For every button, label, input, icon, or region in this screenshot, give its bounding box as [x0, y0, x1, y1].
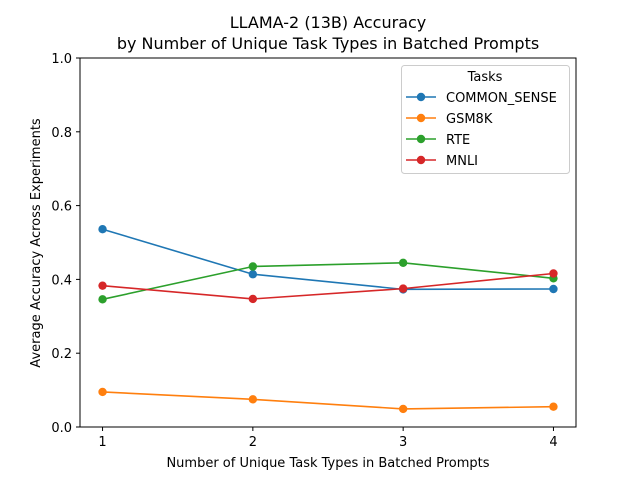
legend-entries: COMMON_SENSE GSM8K RTE MNLI [406, 91, 557, 169]
y-axis-ticks: 0.0 0.2 0.4 0.6 0.8 1.0 [51, 52, 80, 436]
data-point-rte [398, 258, 408, 267]
series-common-sense [98, 225, 558, 294]
data-point-gsm8k [549, 402, 558, 411]
legend-label: MNLI [446, 154, 478, 169]
legend: Tasks COMMON_SENSE GSM8K RTE MNLI [401, 65, 570, 174]
legend-entry-rte: RTE [406, 133, 470, 148]
series-line-mnli [102, 272, 554, 300]
series-layer [98, 225, 558, 414]
y-tick-label: 1.0 [51, 52, 72, 67]
legend-swatch-marker [416, 134, 426, 144]
data-point-mnli [248, 294, 258, 304]
x-tick-label: 3 [399, 435, 407, 450]
legend-entry-common-sense: COMMON_SENSE [406, 91, 557, 106]
x-axis-label: Number of Unique Task Types in Batched P… [166, 456, 489, 471]
y-tick-label: 0.6 [51, 200, 72, 215]
x-tick-label: 1 [98, 435, 106, 450]
chart-title: LLAMA-2 (13B) Accuracy [230, 13, 427, 32]
series-mnli [98, 269, 558, 304]
legend-label: RTE [446, 133, 470, 148]
data-point-rte [98, 295, 107, 304]
y-axis-label: Average Accuracy Across Experiments [29, 118, 44, 368]
data-point-gsm8k [98, 387, 107, 397]
chart-subtitle: by Number of Unique Task Types in Batche… [117, 34, 539, 53]
x-axis-ticks: 1 2 3 4 [98, 427, 558, 450]
series-rte [98, 258, 558, 304]
series-gsm8k [98, 387, 558, 414]
legend-entry-mnli: MNLI [406, 154, 478, 169]
data-point-common-sense [98, 225, 107, 234]
data-point-common-sense [248, 270, 258, 279]
legend-label: GSM8K [446, 112, 493, 127]
y-tick-label: 0.2 [51, 347, 72, 362]
data-point-mnli [549, 269, 558, 278]
y-tick-label: 0.4 [51, 273, 72, 288]
legend-label: COMMON_SENSE [446, 91, 557, 106]
series-line-rte [102, 261, 554, 301]
x-tick-label: 4 [549, 435, 557, 450]
data-point-mnli [98, 281, 107, 290]
data-point-rte [248, 262, 258, 271]
data-point-gsm8k [398, 404, 408, 414]
x-tick-label: 2 [249, 435, 257, 450]
data-point-gsm8k [248, 395, 258, 404]
series-line-common-sense [102, 228, 554, 291]
data-point-mnli [398, 284, 408, 293]
legend-swatch-marker [416, 155, 426, 165]
legend-entry-gsm8k: GSM8K [406, 112, 493, 127]
plot-area [79, 57, 577, 428]
y-tick-label: 0.0 [51, 421, 72, 436]
y-tick-label: 0.8 [51, 126, 72, 141]
series-line-gsm8k [102, 391, 554, 410]
legend-swatch-marker [416, 92, 426, 102]
data-point-common-sense [549, 284, 558, 294]
legend-swatch-marker [416, 113, 426, 123]
plot-frame [79, 57, 577, 428]
legend-frame [401, 65, 570, 174]
legend-title: Tasks [467, 70, 503, 85]
